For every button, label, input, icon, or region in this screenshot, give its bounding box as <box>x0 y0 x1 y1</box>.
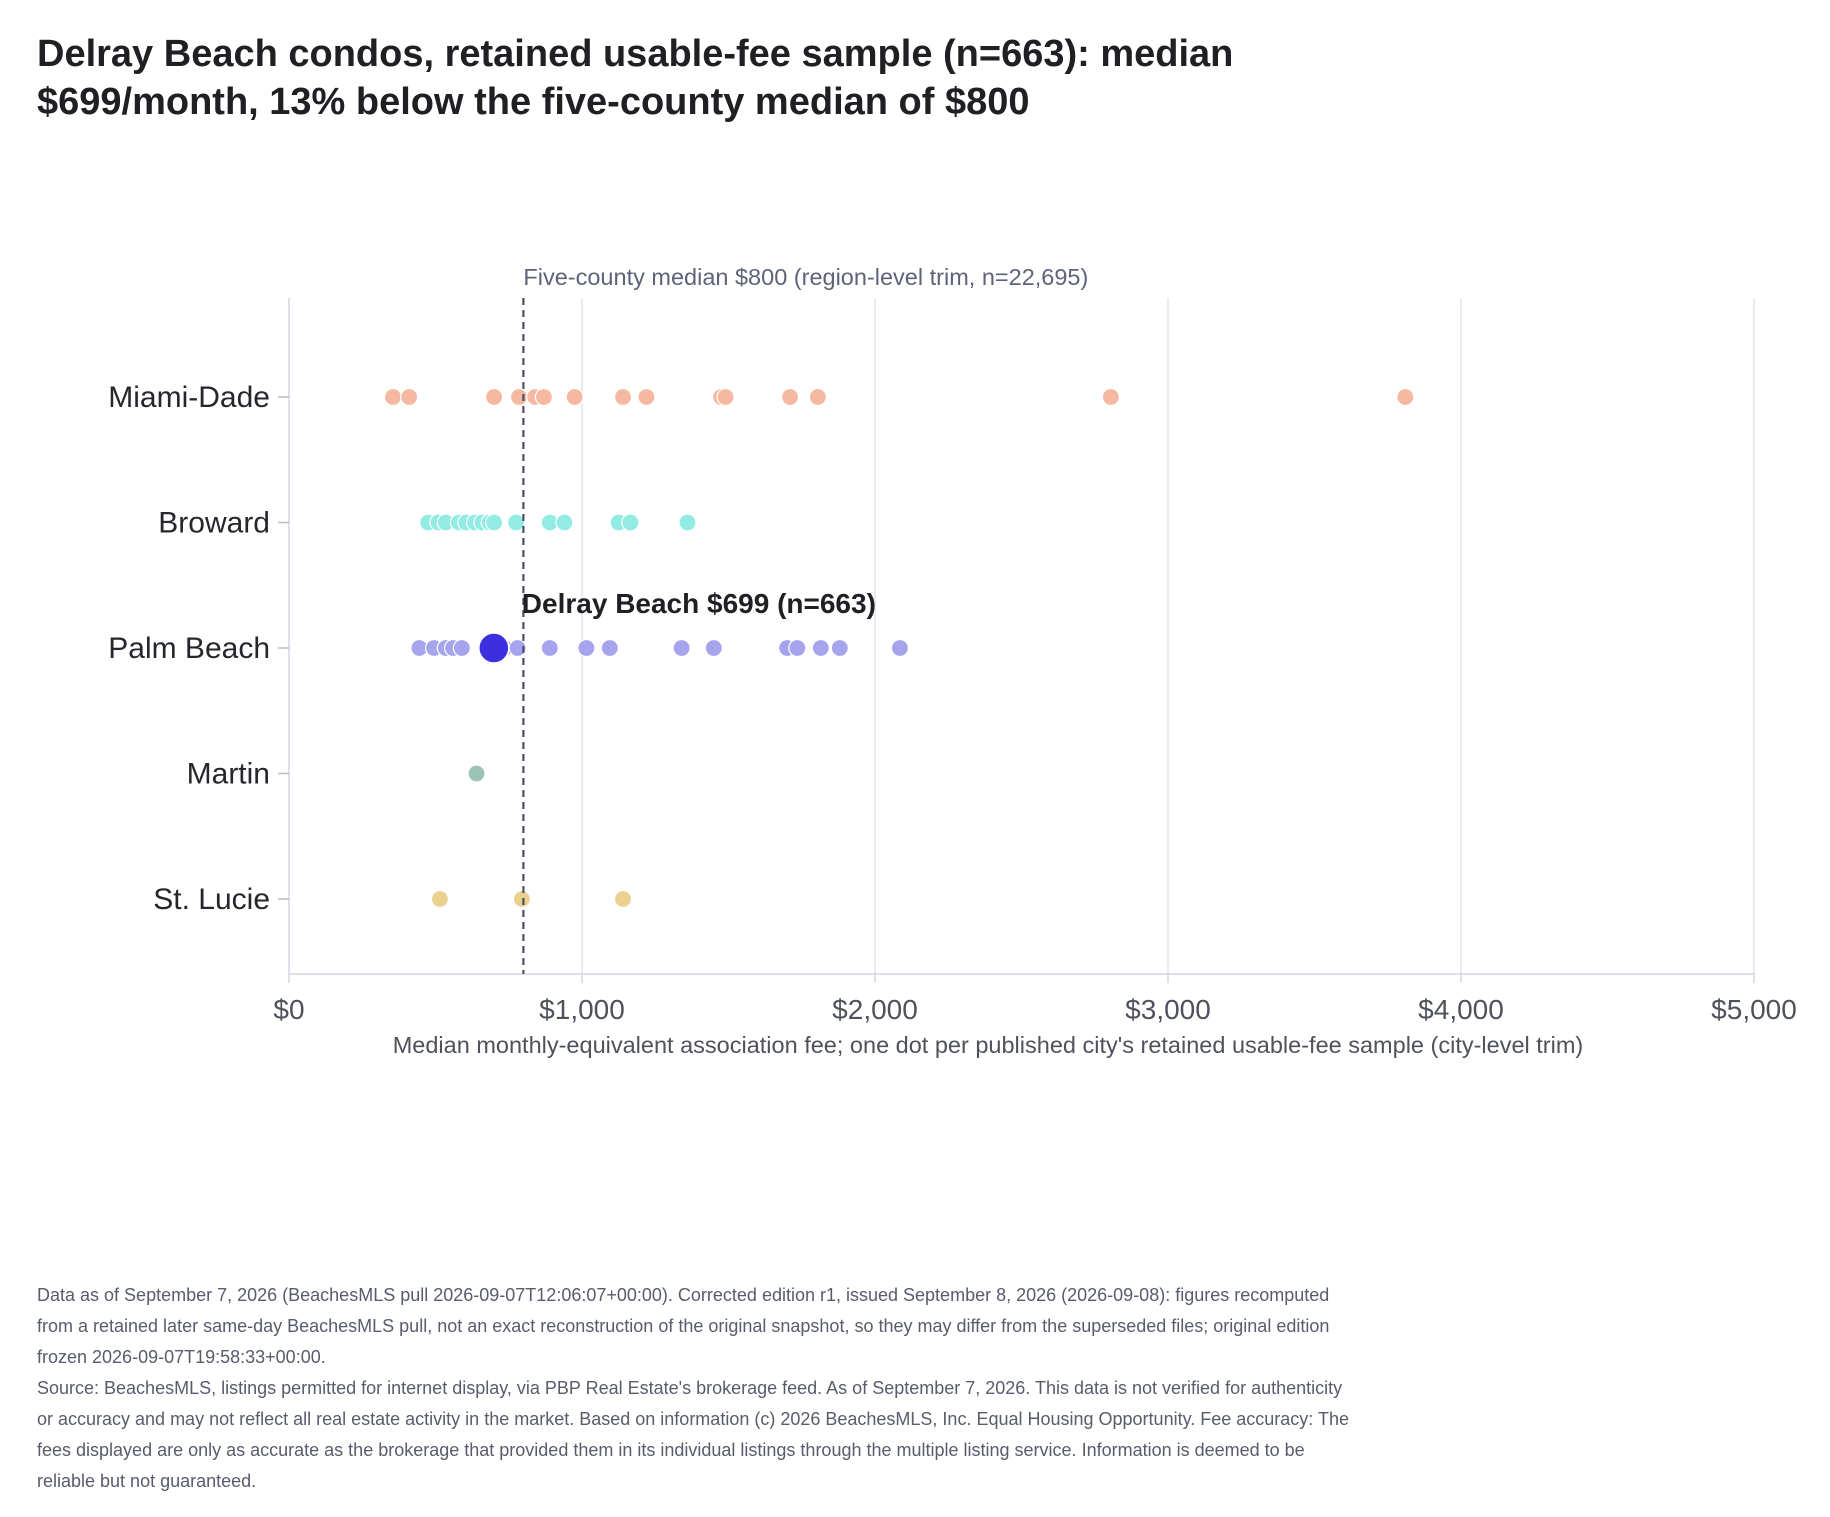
city-dot <box>540 638 559 658</box>
city-dot <box>577 638 596 658</box>
x-tick-label: $1,000 <box>539 994 625 1025</box>
city-dot <box>716 387 735 407</box>
highlight-label: Delray Beach $699 (n=663) <box>522 588 876 619</box>
city-dot <box>678 513 697 532</box>
city-dot <box>637 387 656 407</box>
city-dot <box>613 889 633 909</box>
y-category-label: Palm Beach <box>108 632 270 665</box>
city-dot <box>383 387 403 407</box>
city-dot <box>555 513 574 532</box>
city-dot <box>1101 387 1120 407</box>
city-dot <box>400 387 419 407</box>
city-dot <box>890 638 910 658</box>
x-tick-label: $0 <box>273 994 304 1025</box>
city-dot <box>1396 387 1415 407</box>
city-dot <box>485 387 504 407</box>
city-dot <box>467 764 486 783</box>
x-axis-label: Median monthly-equivalent association fe… <box>393 1032 1584 1058</box>
annotations: Five-county median $800 (region-level tr… <box>522 264 1088 974</box>
x-tick-label: $4,000 <box>1418 994 1504 1025</box>
gridlines <box>581 298 1755 974</box>
city-dot <box>600 638 619 658</box>
city-dot <box>621 513 640 532</box>
footnote-data-note: Data as of September 7, 2026 (BeachesMLS… <box>37 1285 1330 1367</box>
x-tick-label: $5,000 <box>1711 994 1797 1025</box>
y-category-label: Broward <box>158 507 270 540</box>
median-reference-label: Five-county median $800 (region-level tr… <box>523 264 1088 290</box>
highlight-dot <box>478 632 510 664</box>
y-category-label: Miami-Dade <box>108 381 270 414</box>
y-category-label: St. Lucie <box>153 883 270 916</box>
city-dot <box>534 387 554 407</box>
city-dot <box>565 387 584 407</box>
city-dot <box>613 387 633 407</box>
chart-title: Delray Beach condos, retained usable-fee… <box>37 33 1234 123</box>
city-dot <box>506 513 526 532</box>
city-dot <box>512 889 532 909</box>
x-tick-label: $3,000 <box>1125 994 1211 1025</box>
city-dot <box>811 638 830 658</box>
city-dot <box>780 387 800 407</box>
city-dot <box>672 638 691 658</box>
city-dot <box>430 889 449 909</box>
city-dot <box>452 638 471 658</box>
y-category-label: Martin <box>187 758 270 791</box>
city-dot <box>509 387 529 407</box>
data-points <box>383 387 1415 909</box>
city-dot <box>808 387 827 407</box>
axes: $0 $1,000 $2,000 $3,000 $4,000 $5,000 Miami-Da… <box>108 298 1797 1058</box>
footnote: Data as of September 7, 2026 (BeachesMLS… <box>37 1280 1357 1497</box>
city-dot <box>830 638 849 658</box>
city-dot <box>788 638 807 658</box>
footnote-source-note: Source: BeachesMLS, listings permitted f… <box>37 1378 1349 1491</box>
x-tick-label: $2,000 <box>832 994 918 1025</box>
city-dot <box>704 638 723 658</box>
city-dot <box>485 513 504 532</box>
